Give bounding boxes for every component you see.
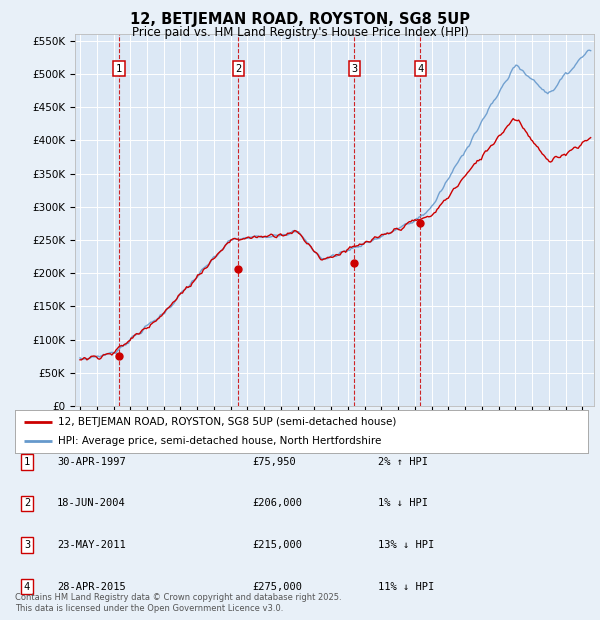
Text: Price paid vs. HM Land Registry's House Price Index (HPI): Price paid vs. HM Land Registry's House … bbox=[131, 26, 469, 39]
Text: 28-APR-2015: 28-APR-2015 bbox=[57, 582, 126, 591]
Text: 4: 4 bbox=[24, 582, 30, 591]
Text: Contains HM Land Registry data © Crown copyright and database right 2025.
This d: Contains HM Land Registry data © Crown c… bbox=[15, 593, 341, 613]
Text: 30-APR-1997: 30-APR-1997 bbox=[57, 457, 126, 467]
Text: 3: 3 bbox=[351, 64, 358, 74]
Text: 23-MAY-2011: 23-MAY-2011 bbox=[57, 540, 126, 550]
Text: £75,950: £75,950 bbox=[252, 457, 296, 467]
Text: 3: 3 bbox=[24, 540, 30, 550]
Text: 11% ↓ HPI: 11% ↓ HPI bbox=[378, 582, 434, 591]
Text: 12, BETJEMAN ROAD, ROYSTON, SG8 5UP: 12, BETJEMAN ROAD, ROYSTON, SG8 5UP bbox=[130, 12, 470, 27]
Text: £275,000: £275,000 bbox=[252, 582, 302, 591]
Text: HPI: Average price, semi-detached house, North Hertfordshire: HPI: Average price, semi-detached house,… bbox=[58, 436, 382, 446]
Text: 13% ↓ HPI: 13% ↓ HPI bbox=[378, 540, 434, 550]
Text: 4: 4 bbox=[417, 64, 424, 74]
Text: 2% ↑ HPI: 2% ↑ HPI bbox=[378, 457, 428, 467]
Text: 12, BETJEMAN ROAD, ROYSTON, SG8 5UP (semi-detached house): 12, BETJEMAN ROAD, ROYSTON, SG8 5UP (sem… bbox=[58, 417, 397, 427]
Text: 1: 1 bbox=[24, 457, 30, 467]
Text: £206,000: £206,000 bbox=[252, 498, 302, 508]
Text: 1% ↓ HPI: 1% ↓ HPI bbox=[378, 498, 428, 508]
Text: £215,000: £215,000 bbox=[252, 540, 302, 550]
Text: 2: 2 bbox=[24, 498, 30, 508]
Text: 1: 1 bbox=[116, 64, 122, 74]
Text: 2: 2 bbox=[235, 64, 242, 74]
Text: 18-JUN-2004: 18-JUN-2004 bbox=[57, 498, 126, 508]
